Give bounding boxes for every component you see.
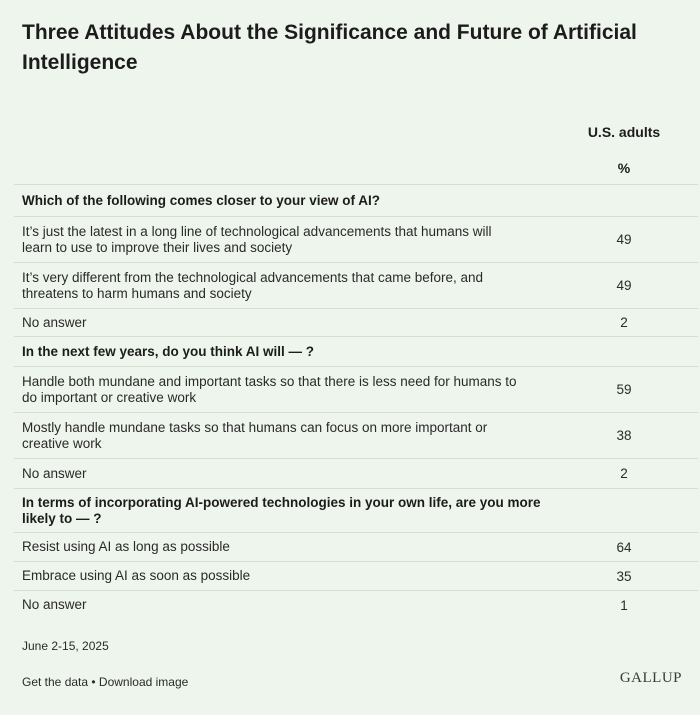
survey-date: June 2-15, 2025	[22, 639, 109, 653]
chart-title: Three Attitudes About the Significance a…	[22, 21, 637, 74]
download-image-link[interactable]: Download image	[98, 675, 189, 689]
row-label: Embrace using AI as soon as possible	[22, 568, 251, 583]
get-data-link[interactable]: Get the data	[22, 675, 89, 689]
question-row: Which of the following comes closer to y…	[14, 184, 698, 216]
question-label: In the next few years, do you think AI w…	[22, 343, 315, 359]
table-row: Embrace using AI as soon as possible 35	[14, 561, 698, 590]
row-value: 64	[616, 539, 632, 555]
row-label: Handle both mundane and important tasks …	[22, 373, 517, 405]
question-label: In terms of incorporating AI-powered tec…	[22, 494, 541, 526]
row-label: Mostly handle mundane tasks so that huma…	[22, 419, 488, 451]
gallup-logo: GALLUP	[619, 670, 682, 686]
table-row: Resist using AI as long as possible 64	[14, 532, 698, 561]
row-value: 49	[616, 232, 632, 247]
table-row: No answer 1	[14, 590, 698, 619]
table-row: No answer 2	[14, 308, 698, 336]
results-table: Which of the following comes closer to y…	[14, 184, 698, 619]
row-value: 38	[616, 428, 632, 443]
table-row: It’s just the latest in a long line of t…	[14, 216, 698, 262]
row-label: No answer	[22, 314, 87, 330]
row-value: 1	[620, 597, 628, 613]
row-label: It’s very different from the technologic…	[22, 269, 484, 301]
table-row: It’s very different from the technologic…	[14, 262, 698, 308]
row-value: 49	[616, 278, 632, 293]
column-header: U.S. adults	[587, 124, 661, 140]
footer-links: Get the data • Download image	[22, 675, 188, 689]
row-label: No answer	[22, 597, 87, 612]
row-value: 35	[616, 568, 632, 584]
row-label: Resist using AI as long as possible	[22, 539, 230, 554]
row-value: 2	[620, 466, 628, 481]
table-row: Handle both mundane and important tasks …	[14, 366, 698, 412]
row-value: 59	[616, 382, 632, 397]
link-separator: •	[88, 675, 99, 689]
row-label: No answer	[22, 465, 87, 481]
column-unit: %	[617, 160, 631, 176]
row-value: 2	[620, 315, 628, 330]
question-label: Which of the following comes closer to y…	[22, 192, 381, 208]
table-row: No answer 2	[14, 458, 698, 488]
question-row: In the next few years, do you think AI w…	[14, 336, 698, 366]
row-label: It’s just the latest in a long line of t…	[22, 223, 492, 255]
question-row: In terms of incorporating AI-powered tec…	[14, 488, 698, 532]
table-row: Mostly handle mundane tasks so that huma…	[14, 412, 698, 458]
